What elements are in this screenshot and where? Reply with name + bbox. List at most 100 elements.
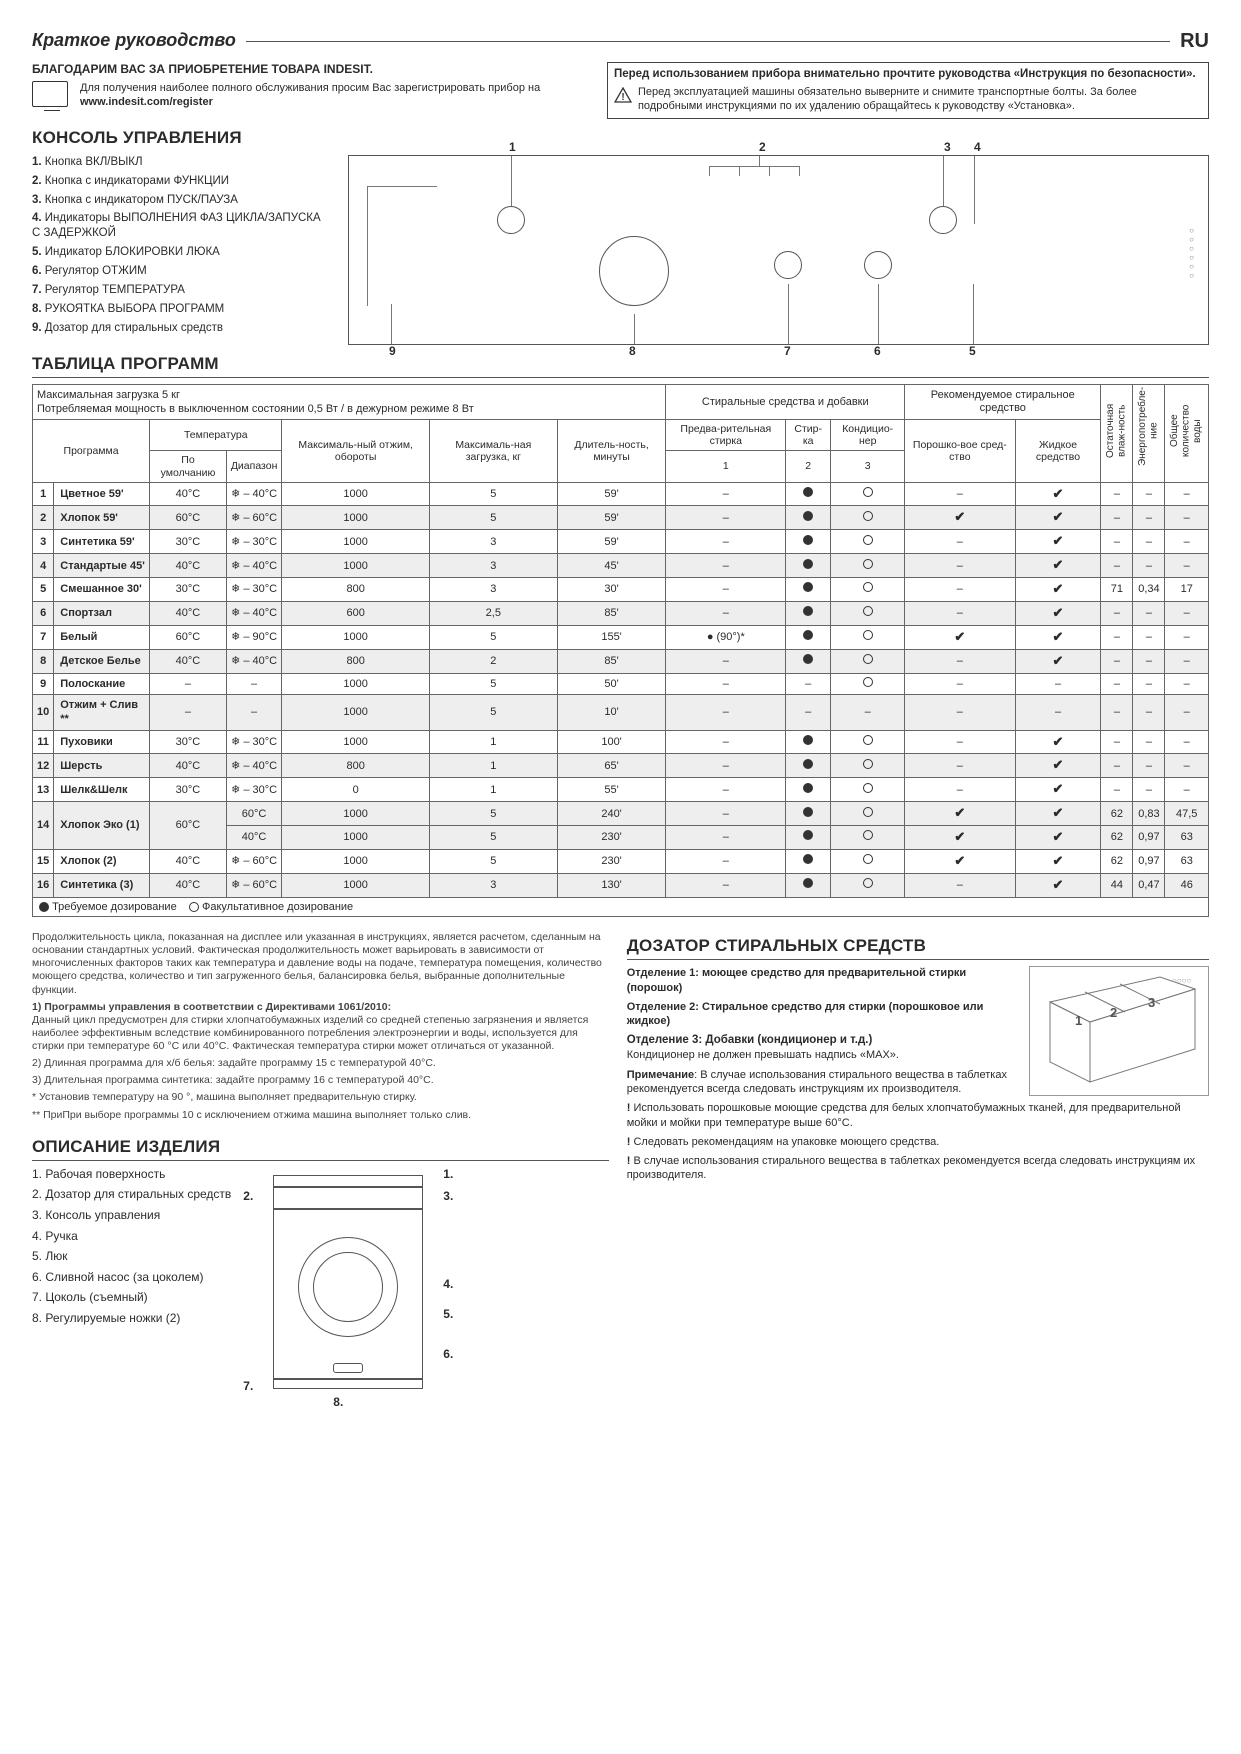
intro-row: БЛАГОДАРИМ ВАС ЗА ПРИОБРЕТЕНИЕ ТОВАРА IN… — [32, 62, 1209, 119]
disp-note-title: Примечание — [627, 1069, 694, 1081]
table-legend: Требуемое дозирование Факультативное доз… — [32, 898, 1209, 917]
hdr-temp-def: По умолчанию — [150, 451, 227, 482]
disp-3-body: Кондиционер не должен превышать надпись … — [627, 1049, 899, 1061]
hdr-load: Максималь-ная загрузка, кг — [429, 420, 557, 482]
intro-left: БЛАГОДАРИМ ВАС ЗА ПРИОБРЕТЕНИЕ ТОВАРА IN… — [32, 62, 597, 119]
desc-list: 1. Рабочая поверхность2. Дозатор для сти… — [32, 1167, 231, 1407]
table-row: 16Синтетика (3)40°C❄ – 60°C10003130'––✔4… — [33, 873, 1209, 897]
table-row: 3Синтетика 59'30°C❄ – 30°C1000359'––✔––– — [33, 530, 1209, 554]
svg-text:2: 2 — [1110, 1005, 1117, 1020]
console-legend-item: 1. Кнопка ВКЛ/ВЫКЛ — [32, 155, 332, 170]
desc-list-item: 6. Сливной насос (за цоколем) — [32, 1270, 231, 1286]
table-row: 6Спортзал40°C❄ – 40°C6002,585'––✔––– — [33, 602, 1209, 626]
disp-1-title: Отделение 1: моющее средство для предвар… — [627, 966, 1019, 995]
hdr-humidity: Остаточная влаж-ность — [1101, 384, 1133, 482]
hdr-c2: 2 — [786, 451, 831, 482]
hdr-softener: Кондицио-нер — [831, 420, 905, 451]
hdr-temp-range: Диапазон — [226, 451, 282, 482]
hdr-wash: Стир-ка — [786, 420, 831, 451]
hdr-powder: Порошко-вое сред-ство — [905, 420, 1015, 482]
note-p4: 3) Длительная программа синтетика: задай… — [32, 1074, 609, 1087]
hdr-prewash: Предва-рительная стирка — [666, 420, 786, 451]
table-row: 11Пуховики30°C❄ – 30°C10001100'––✔––– — [33, 730, 1209, 754]
table-row: 10Отжим + Слив **––1000510'–––––––– — [33, 694, 1209, 730]
note-p5: * Установив температуру на 90 °, машина … — [32, 1091, 609, 1104]
console-legend-item: 8. РУКОЯТКА ВЫБОРА ПРОГРАММ — [32, 302, 332, 317]
table-row: 7Белый60°C❄ – 90°C10005155'● (90°)*✔✔––– — [33, 625, 1209, 649]
note-p2: Данный цикл предусмотрен для стирки хлоп… — [32, 1014, 588, 1052]
hdr-temp: Температура — [150, 420, 282, 451]
table-row: 8Детское Белье40°C❄ – 40°C800285'––✔––– — [33, 649, 1209, 673]
console-legend-item: 2. Кнопка с индикаторами ФУНКЦИИ — [32, 174, 332, 189]
table-row: 13Шелк&Шелк30°C❄ – 30°C0155'––✔––– — [33, 778, 1209, 802]
register-body: Для получения наиболее полного обслужива… — [80, 82, 540, 94]
monitor-icon — [32, 81, 72, 111]
hdr-spin: Максималь-ный отжим, обороты — [282, 420, 430, 482]
table-row: 4Стандартые 45'40°C❄ – 40°C1000345'––✔––… — [33, 554, 1209, 578]
note-p3: 2) Длинная программа для х/б белья: зада… — [32, 1057, 609, 1070]
console-legend-item: 4. Индикаторы ВЫПОЛНЕНИЯ ФАЗ ЦИКЛА/ЗАПУС… — [32, 211, 332, 241]
table-row: 1Цветное 59'40°C❄ – 40°C1000559'––✔––– — [33, 482, 1209, 506]
note-p6: ** ПриПри выборе программы 10 с исключен… — [32, 1109, 609, 1122]
console-legend-list: 1. Кнопка ВКЛ/ВЫКЛ 2. Кнопка с индикатора… — [32, 155, 332, 345]
svg-text:○○○○: ○○○○ — [1172, 976, 1191, 985]
console-legend-item: 6. Регулятор ОТЖИМ — [32, 264, 332, 279]
lower-right-col: ДОЗАТОР СТИРАЛЬНЫХ СРЕДСТВ Отделение 1: … — [627, 927, 1209, 1407]
hdr-c3: 3 — [831, 451, 905, 482]
warning-icon: ! — [614, 87, 632, 103]
section-desc-title: ОПИСАНИЕ ИЗДЕЛИЯ — [32, 1136, 609, 1161]
lower-left-col: Продолжительность цикла, показанная на д… — [32, 927, 609, 1407]
programme-table: Максимальная загрузка 5 кг Потребляемая … — [32, 384, 1209, 898]
desc-row: 1. Рабочая поверхность2. Дозатор для сти… — [32, 1167, 609, 1407]
dispenser-row: Отделение 1: моющее средство для предвар… — [627, 966, 1209, 1101]
table-row: 2Хлопок 59'60°C❄ – 60°C1000559'–✔✔––– — [33, 506, 1209, 530]
section-dispenser-title: ДОЗАТОР СТИРАЛЬНЫХ СРЕДСТВ — [627, 935, 1209, 960]
hdr-energy: Энергопотребле-ние — [1133, 384, 1165, 482]
disp-warn-3: ! В случае использования стирального вещ… — [627, 1154, 1209, 1183]
console-legend-item: 7. Регулятор ТЕМПЕРАТУРА — [32, 283, 332, 298]
washer-diagram: 1. 2. 3. 4. 5. 6. 7. 8. — [243, 1167, 453, 1407]
disp-warn-1: ! Использовать порошковые моющие средств… — [627, 1101, 1209, 1130]
hdr-program: Программа — [33, 420, 150, 482]
safety-warning: ! Перед эксплуатацией машины обязательно… — [614, 85, 1202, 114]
table-top-note: Максимальная загрузка 5 кг Потребляемая … — [33, 384, 666, 420]
table-row: 5Смешанное 30'30°C❄ – 30°C800330'––✔710,… — [33, 578, 1209, 602]
note-h1: 1) Программы управления в соответствии с… — [32, 1001, 391, 1013]
console-row: 1. Кнопка ВКЛ/ВЫКЛ 2. Кнопка с индикатора… — [32, 155, 1209, 345]
safety-title: Перед использованием прибора внимательно… — [614, 67, 1202, 82]
table-row: 14Хлопок Эко (1)60°C60°C10005240'–✔✔620,… — [33, 802, 1209, 826]
register-url: www.indesit.com/register — [80, 96, 213, 108]
safety-body: Перед эксплуатацией машины обязательно в… — [638, 85, 1202, 114]
desc-list-item: 2. Дозатор для стиральных средств — [32, 1187, 231, 1203]
lower-columns: Продолжительность цикла, показанная на д… — [32, 927, 1209, 1407]
table-row: 15Хлопок (2)40°C❄ – 60°C10005230'–✔✔620,… — [33, 850, 1209, 874]
console-legend-item: 9. Дозатор для стиральных средств — [32, 321, 332, 336]
hdr-water: Общее количество воды — [1165, 384, 1209, 482]
safety-box: Перед использованием прибора внимательно… — [607, 62, 1209, 119]
desc-list-item: 3. Консоль управления — [32, 1208, 231, 1224]
console-diagram: 1 2 3 4 9 8 7 6 5 ○○○○○○ — [348, 155, 1209, 345]
desc-list-item: 5. Люк — [32, 1249, 231, 1265]
table-row: 12Шерсть40°C❄ – 40°C800165'––✔––– — [33, 754, 1209, 778]
hdr-c1: 1 — [666, 451, 786, 482]
register-text: Для получения наиболее полного обслужива… — [80, 81, 540, 111]
register-block: Для получения наиболее полного обслужива… — [32, 81, 597, 111]
desc-list-item: 8. Регулируемые ножки (2) — [32, 1311, 231, 1327]
dispenser-diagram: 1 2 3 ○○○○ — [1029, 966, 1209, 1096]
svg-text:!: ! — [621, 92, 624, 103]
desc-list-item: 7. Цоколь (съемный) — [32, 1290, 231, 1306]
legend-opt: Факультативное дозирование — [202, 901, 353, 913]
svg-text:3: 3 — [1148, 995, 1155, 1010]
desc-list-item: 4. Ручка — [32, 1229, 231, 1245]
dispenser-text: Отделение 1: моющее средство для предвар… — [627, 966, 1019, 1101]
hdr-liquid: Жидкое средство — [1015, 420, 1101, 482]
disp-warn-2: ! Cледовать рекомендациям на упаковке мо… — [627, 1135, 1209, 1149]
disp-2-title: Отделение 2: Стиральное средство для сти… — [627, 1000, 1019, 1029]
section-table-title: ТАБЛИЦА ПРОГРАММ — [32, 353, 1209, 378]
hdr-recommended: Рекомендуемое стиральное средство — [905, 384, 1101, 420]
note-p1: Продолжительность цикла, показанная на д… — [32, 931, 609, 997]
table-row: 9Полоскание––1000550'––––––– — [33, 673, 1209, 694]
console-legend-item: 5. Индикатор БЛОКИРОВКИ ЛЮКА — [32, 245, 332, 260]
console-legend-item: 3. Кнопка с индикатором ПУСК/ПАУЗА — [32, 193, 332, 208]
page-header: Краткое руководство RU — [32, 28, 1209, 54]
